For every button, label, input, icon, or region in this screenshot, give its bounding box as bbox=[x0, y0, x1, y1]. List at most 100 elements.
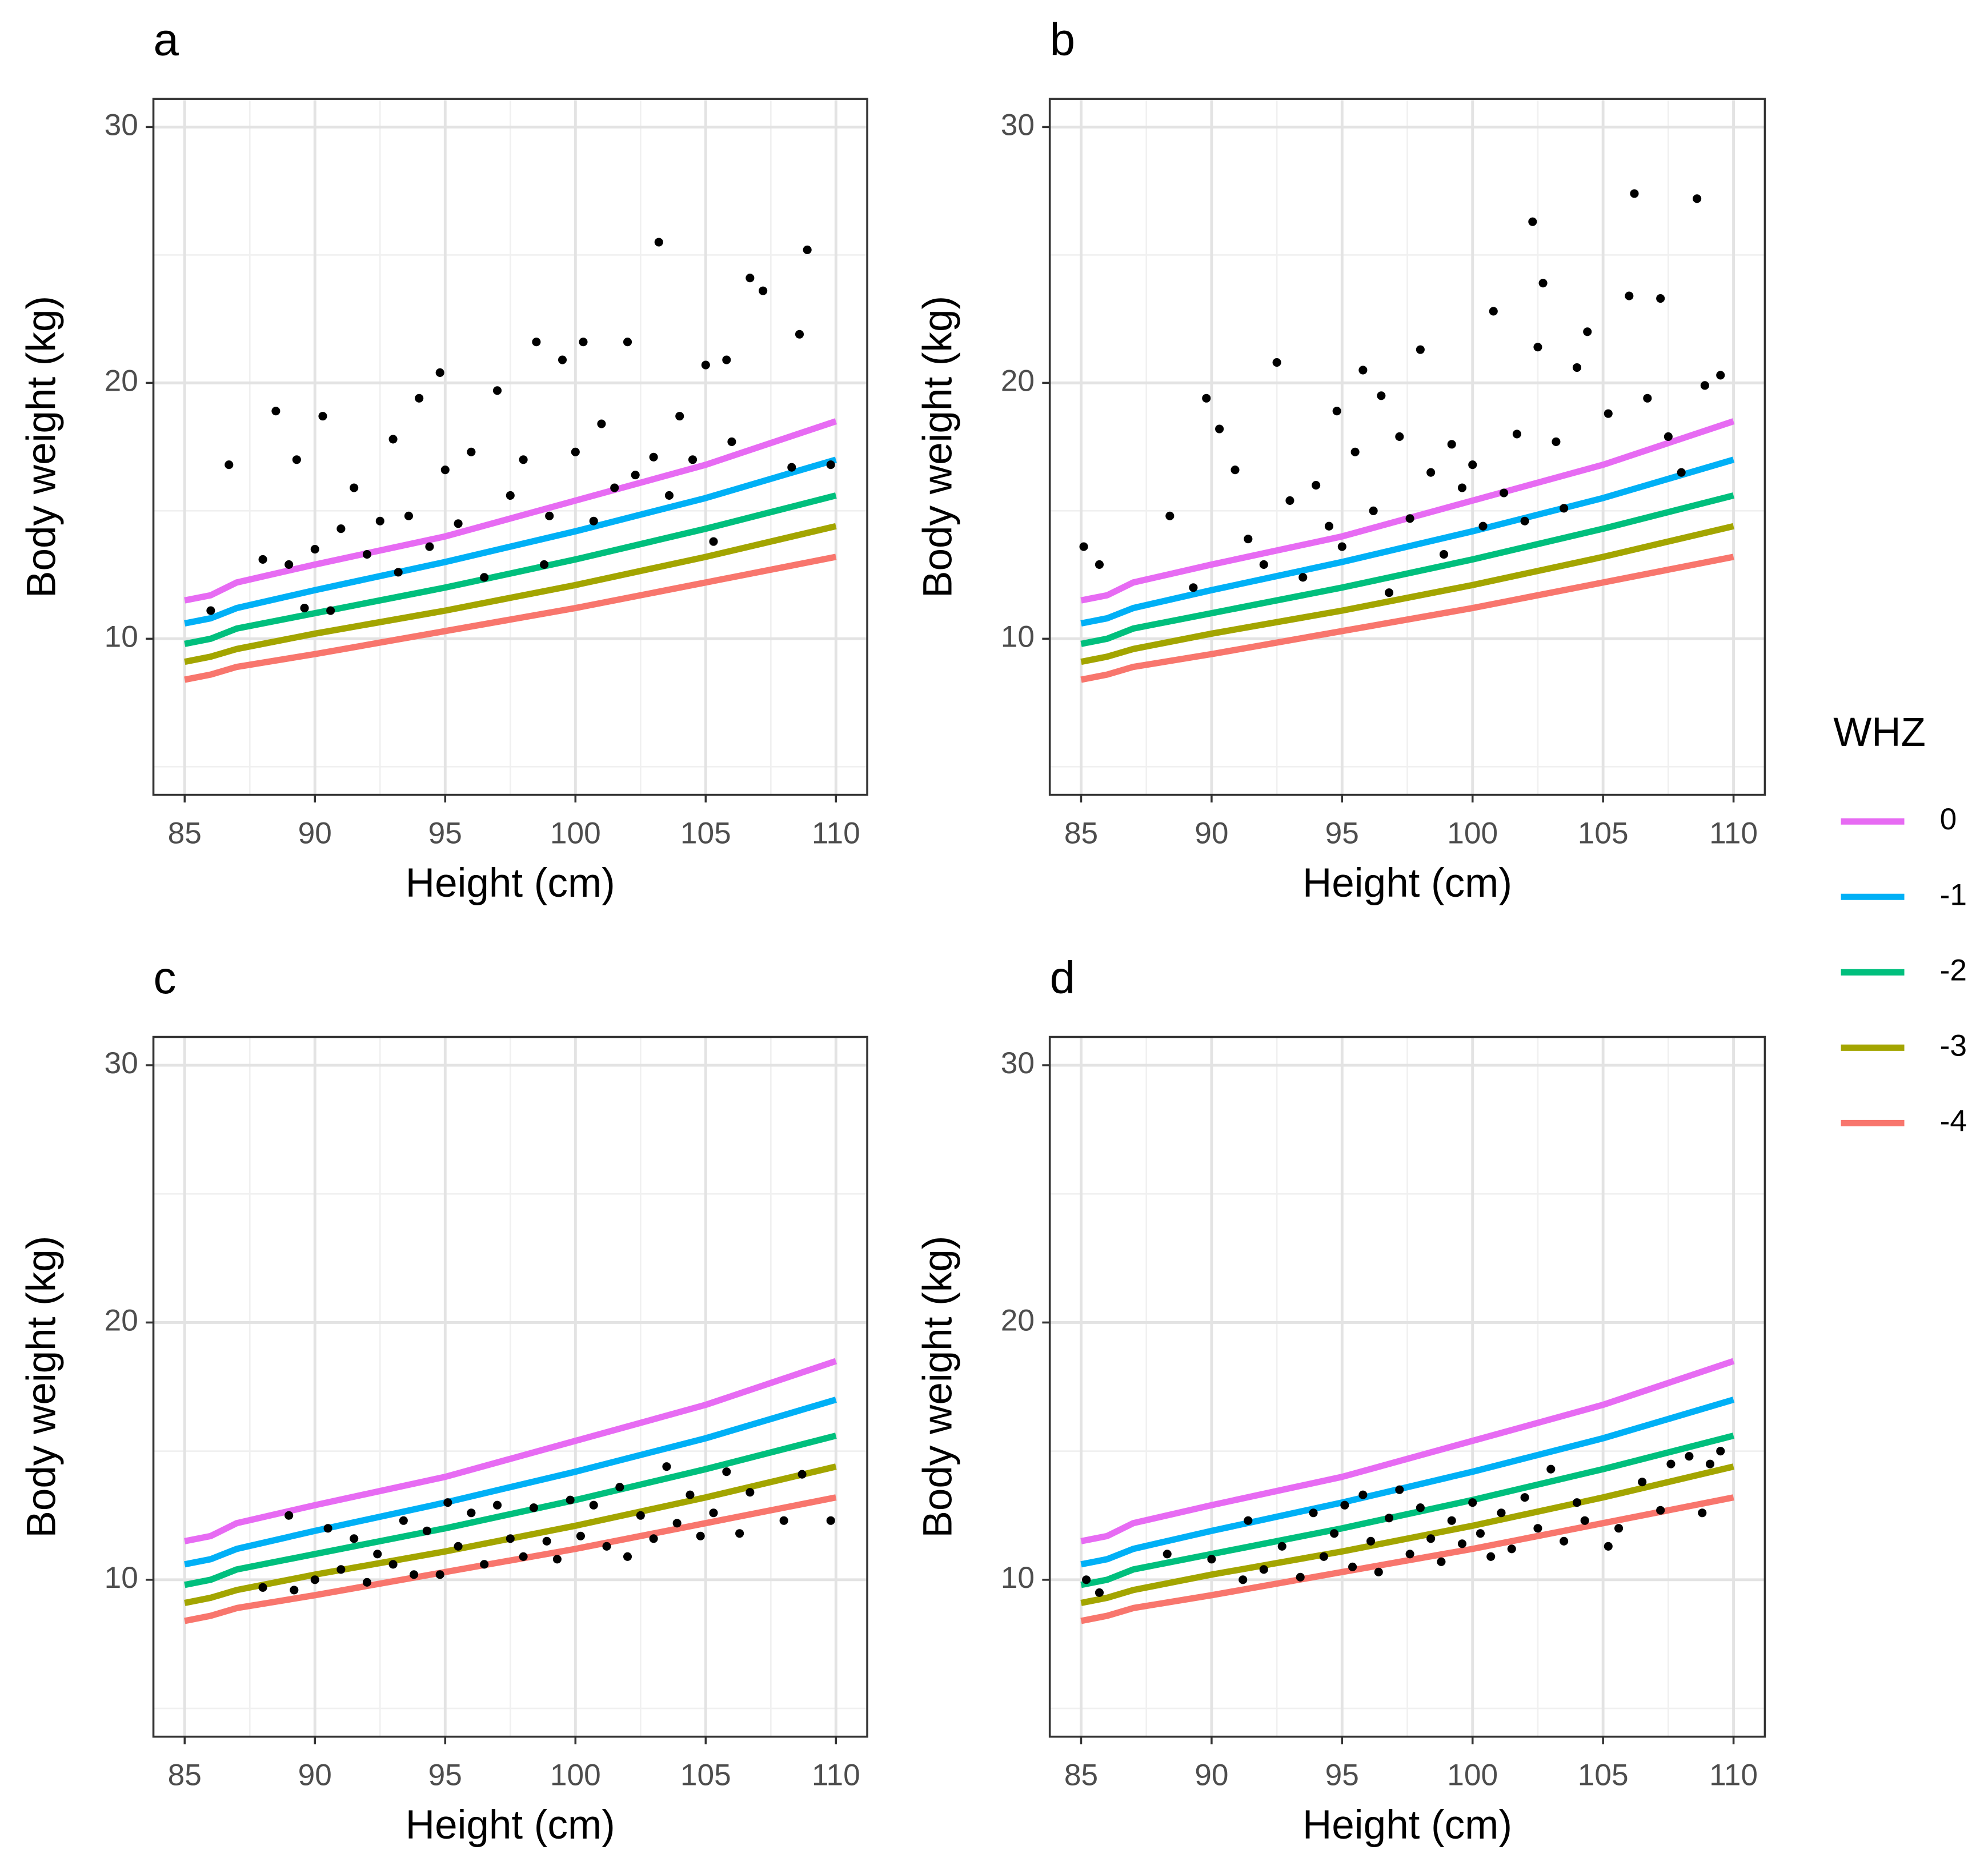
data-point bbox=[1546, 1464, 1556, 1474]
whz-line bbox=[184, 523, 837, 665]
x-tick-label: 95 bbox=[1325, 1759, 1359, 1792]
data-point bbox=[1643, 394, 1652, 403]
data-point bbox=[1277, 1542, 1286, 1551]
data-point bbox=[454, 1542, 463, 1551]
data-point bbox=[649, 1534, 658, 1543]
data-point bbox=[615, 1483, 624, 1492]
x-tick-label: 90 bbox=[298, 817, 332, 850]
data-point bbox=[480, 573, 489, 582]
data-point bbox=[1259, 1565, 1268, 1574]
x-axis-title: Height (cm) bbox=[1302, 861, 1512, 906]
data-point bbox=[1666, 1459, 1676, 1468]
data-point bbox=[388, 435, 398, 444]
whz-line bbox=[1080, 553, 1734, 683]
data-point bbox=[1677, 468, 1686, 477]
data-point bbox=[1350, 447, 1360, 456]
x-tick-label: 95 bbox=[428, 817, 462, 850]
data-point bbox=[1332, 407, 1341, 416]
data-point bbox=[1572, 363, 1582, 372]
data-point bbox=[623, 338, 632, 347]
plot-border bbox=[1048, 98, 1766, 796]
whz-line bbox=[184, 1494, 837, 1624]
data-point bbox=[649, 452, 658, 462]
y-axis-title: Body weight (kg) bbox=[916, 1236, 961, 1538]
data-point bbox=[1580, 1516, 1589, 1525]
data-point bbox=[1163, 1550, 1172, 1559]
data-point bbox=[779, 1516, 788, 1525]
panel-label: b bbox=[1050, 14, 1075, 65]
data-point bbox=[1309, 1508, 1318, 1518]
data-point bbox=[826, 460, 835, 469]
x-axis-title: Height (cm) bbox=[406, 1803, 615, 1848]
y-tick-label: 30 bbox=[105, 108, 138, 142]
data-point bbox=[709, 537, 718, 546]
data-point bbox=[1457, 483, 1467, 492]
data-point bbox=[1476, 1529, 1485, 1538]
data-point bbox=[506, 1534, 515, 1543]
data-point bbox=[1685, 1452, 1694, 1461]
data-point bbox=[571, 447, 580, 456]
data-point bbox=[542, 1536, 551, 1546]
whz-line bbox=[184, 456, 837, 627]
data-point bbox=[284, 1511, 294, 1520]
whz-line bbox=[1080, 1358, 1735, 1544]
y-tick-label: 30 bbox=[1001, 1046, 1035, 1080]
data-point bbox=[576, 1531, 585, 1540]
whz-line bbox=[184, 1463, 837, 1606]
data-point bbox=[323, 1524, 332, 1533]
data-point bbox=[701, 360, 710, 370]
data-point bbox=[1705, 1459, 1714, 1468]
y-tick-label: 10 bbox=[105, 620, 138, 653]
data-point bbox=[362, 1578, 372, 1587]
data-point bbox=[664, 491, 674, 500]
x-tick-label: 95 bbox=[1325, 817, 1359, 850]
data-point bbox=[206, 606, 215, 615]
data-point bbox=[440, 466, 450, 475]
data-point bbox=[435, 368, 444, 378]
x-tick-label: 100 bbox=[1447, 817, 1498, 850]
y-tick-label: 30 bbox=[1001, 108, 1035, 142]
data-point bbox=[492, 386, 502, 395]
data-point bbox=[1189, 583, 1198, 592]
data-point bbox=[467, 1508, 476, 1518]
whz-line bbox=[1080, 1463, 1734, 1606]
data-point bbox=[292, 455, 301, 464]
data-point bbox=[1312, 481, 1321, 490]
data-point bbox=[1604, 409, 1613, 418]
data-point bbox=[759, 286, 768, 295]
data-point bbox=[1405, 514, 1414, 523]
data-point bbox=[1416, 345, 1425, 354]
data-point bbox=[1500, 488, 1509, 497]
whz-line bbox=[1080, 1494, 1734, 1624]
data-point bbox=[1324, 521, 1334, 531]
data-point bbox=[1231, 466, 1240, 475]
data-point bbox=[1507, 1544, 1516, 1554]
data-point bbox=[1560, 1536, 1569, 1546]
data-point bbox=[225, 460, 234, 469]
x-tick-label: 90 bbox=[1195, 817, 1228, 850]
panel-label: c bbox=[154, 952, 177, 1003]
x-tick-label: 85 bbox=[1064, 1759, 1098, 1792]
panel-label: d bbox=[1050, 952, 1075, 1003]
data-point bbox=[1366, 1536, 1376, 1546]
data-point bbox=[746, 274, 755, 283]
data-point bbox=[1416, 1503, 1425, 1512]
data-point bbox=[529, 1503, 538, 1512]
data-point bbox=[787, 463, 796, 472]
data-point bbox=[686, 1490, 695, 1499]
data-point bbox=[1395, 1485, 1404, 1494]
data-point bbox=[1533, 343, 1542, 352]
data-point bbox=[1664, 432, 1673, 441]
y-tick-label: 10 bbox=[105, 1561, 138, 1595]
data-point bbox=[1693, 194, 1702, 203]
data-point bbox=[1614, 1524, 1624, 1533]
y-axis-title: Body weight (kg) bbox=[916, 296, 961, 598]
y-tick-label: 30 bbox=[105, 1046, 138, 1080]
whz-line bbox=[184, 492, 837, 647]
data-point bbox=[552, 1555, 562, 1564]
data-point bbox=[597, 419, 606, 428]
x-tick-label: 105 bbox=[680, 817, 731, 850]
data-point bbox=[443, 1498, 452, 1507]
data-point bbox=[1625, 291, 1634, 300]
